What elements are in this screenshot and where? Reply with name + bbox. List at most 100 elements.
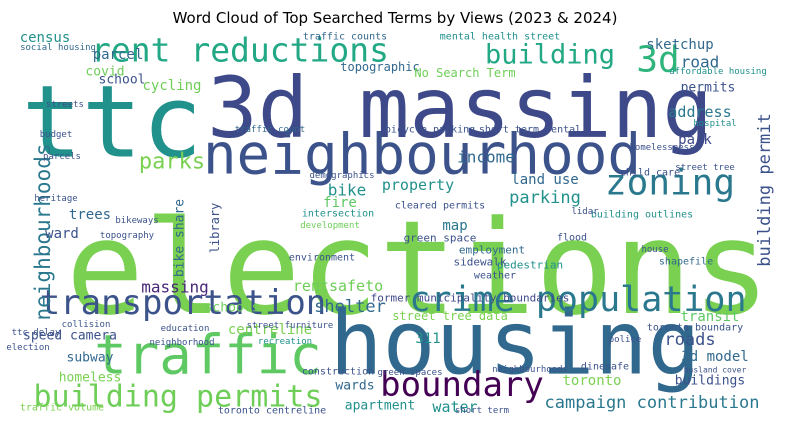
word: dinesafe [581, 362, 629, 373]
word: campaign contribution [545, 393, 760, 413]
word: permits [681, 81, 736, 96]
word: green space [404, 232, 477, 245]
word: trees [69, 207, 111, 223]
word: busland cover [684, 366, 747, 375]
word: bicycle parking [385, 125, 475, 136]
word: street tree data [392, 309, 508, 323]
word: 3d model [681, 349, 748, 365]
word: demographics [309, 171, 374, 181]
word: park [678, 132, 712, 148]
word: property [382, 176, 454, 194]
word: parcels [43, 152, 81, 162]
word: roads [664, 330, 715, 350]
word: employment [459, 244, 525, 257]
word: road [681, 53, 720, 72]
word: building permit [755, 113, 775, 267]
word: traffic count [235, 125, 305, 135]
word: topographic [340, 60, 419, 74]
word: traffic [94, 324, 322, 387]
word: land use [511, 172, 578, 188]
word: street tree [675, 163, 735, 173]
word: election [6, 343, 49, 353]
word: collision [62, 320, 111, 330]
word: weather [474, 271, 516, 282]
word: elections [66, 192, 770, 344]
chart-title: Word Cloud of Top Searched Terms by View… [173, 9, 618, 27]
word: homeless [59, 371, 122, 386]
word: No Search Term [414, 66, 515, 80]
word: topography [100, 231, 155, 241]
word: address [668, 103, 731, 121]
word: cycling [142, 78, 201, 94]
word: bikeways [115, 216, 158, 226]
word: affordable housing [669, 67, 767, 77]
word: parks [139, 150, 205, 175]
word: toronto boundary [647, 323, 743, 334]
word: census [20, 30, 71, 46]
word: building permits [34, 380, 323, 415]
word: speed camera [23, 329, 117, 344]
word: sidewalk [454, 256, 507, 269]
word: ttc [22, 64, 203, 181]
word: child care [620, 168, 680, 179]
word: wards [335, 379, 374, 394]
word: bike share [173, 199, 188, 277]
word: school [99, 73, 146, 88]
word: housing [330, 292, 701, 395]
word: lidar [571, 207, 599, 217]
word: green spaces [377, 368, 442, 378]
word: neighborhood [149, 338, 214, 348]
word: building outlines [591, 210, 693, 221]
word: fire [323, 195, 357, 211]
word: traffic volume [20, 403, 104, 414]
word: schools [205, 301, 260, 316]
word: centreline [228, 322, 312, 338]
word: heritage [34, 194, 77, 204]
word: sketchup [646, 37, 713, 53]
word: ward [45, 226, 79, 242]
word: cleared permits [395, 201, 485, 212]
word: toronto [562, 373, 621, 389]
word: 311 [415, 331, 440, 347]
word: 3d massing [207, 59, 713, 157]
word: homelessness [629, 143, 694, 153]
word: toronto centreline [218, 406, 326, 417]
word: covid [85, 65, 124, 80]
word: transportation [40, 283, 327, 323]
word: short term [455, 406, 509, 416]
word: buildings [675, 374, 745, 389]
word: parcel [93, 47, 144, 63]
word: building [485, 40, 615, 71]
word: rentsafeto [293, 277, 383, 295]
word: former municipality boundaries [371, 292, 570, 305]
word: library [208, 203, 222, 254]
word: police [609, 335, 642, 345]
word: mental health street [440, 32, 560, 43]
word: neighbourhoods [492, 365, 568, 375]
word: massing [141, 278, 208, 297]
word: neighbourhood [203, 123, 641, 188]
word: streets [46, 100, 84, 110]
word: income [457, 148, 515, 167]
word: boundary [380, 365, 544, 405]
word: hospital [693, 119, 736, 129]
word: street furniture [247, 321, 334, 331]
word: shelter [314, 297, 386, 317]
word: map [442, 218, 467, 234]
word: parking [509, 188, 581, 208]
word: intersection [302, 209, 374, 220]
word: education [161, 324, 210, 334]
word: pedestrian [497, 259, 563, 272]
word: shapefile [659, 257, 713, 268]
word: recreation [258, 337, 312, 347]
word: subway [67, 351, 114, 366]
word: zoning [605, 163, 735, 204]
word: 3d [636, 40, 679, 81]
word: development [300, 221, 360, 231]
word: budget [40, 130, 73, 140]
word: neighbourhoods [31, 143, 55, 320]
word: short term rental [479, 125, 581, 136]
word: transit [680, 309, 739, 325]
